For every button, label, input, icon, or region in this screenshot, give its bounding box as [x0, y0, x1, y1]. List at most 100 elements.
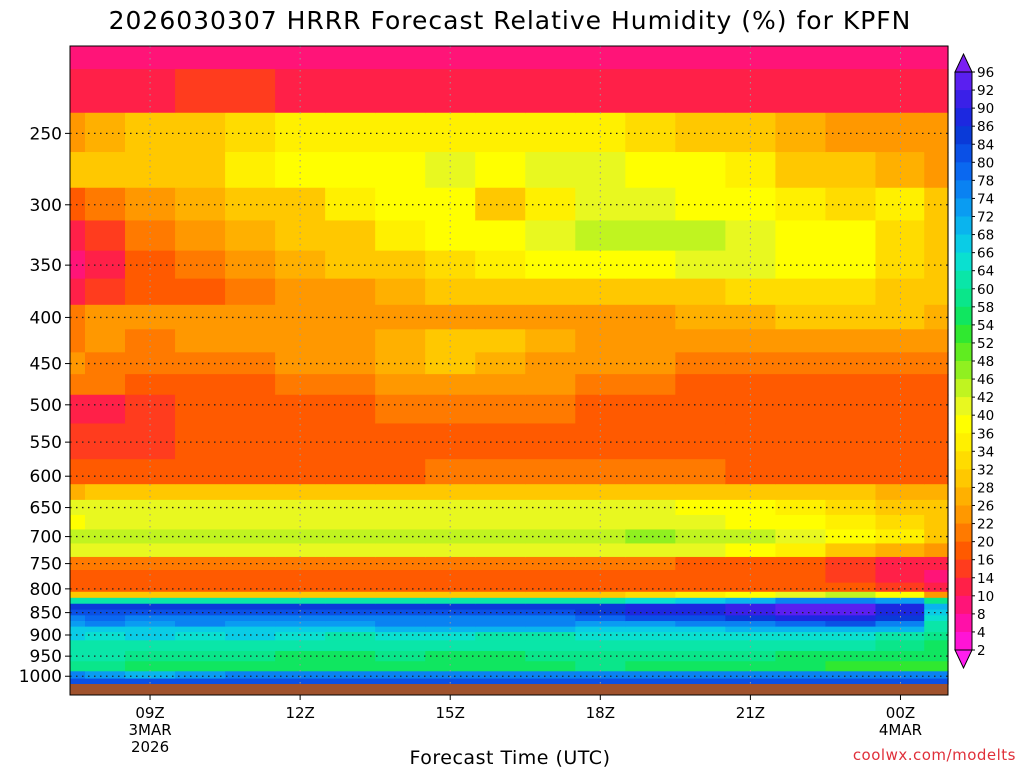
heatmap-cell	[725, 650, 776, 662]
heatmap-cell	[375, 640, 426, 652]
colorbar-label: 66	[977, 246, 994, 262]
heatmap-cell	[924, 394, 949, 425]
heatmap-cell	[325, 603, 376, 611]
heatmap-cell	[175, 640, 226, 652]
heatmap-cell	[175, 46, 226, 70]
heatmap-cell	[85, 678, 126, 685]
heatmap-cell	[825, 621, 877, 628]
heatmap-cell	[775, 671, 827, 680]
heatmap-cell	[625, 650, 676, 662]
heatmap-cell	[85, 609, 126, 616]
heatmap-cell	[825, 484, 877, 501]
heatmap-cell	[575, 459, 626, 485]
heatmap-cell	[325, 152, 376, 189]
heatmap-cell	[275, 609, 326, 616]
heatmap-cell	[375, 112, 426, 153]
heatmap-cell	[325, 112, 376, 153]
heatmap-cell	[225, 152, 276, 189]
colorbar-label: 58	[977, 300, 994, 316]
heatmap-cell	[575, 152, 626, 189]
heatmap-cell	[625, 609, 676, 616]
heatmap-cell	[475, 678, 526, 685]
heatmap-cell	[875, 591, 925, 599]
heatmap-cell	[875, 650, 925, 662]
heatmap-cell	[625, 374, 676, 396]
heatmap-cell	[725, 626, 776, 633]
heatmap-cell	[325, 46, 376, 70]
heatmap-cell	[475, 423, 526, 460]
heatmap-cell	[325, 597, 376, 605]
heatmap-cell	[875, 582, 925, 593]
heatmap-cell	[525, 570, 576, 584]
heatmap-cell	[325, 220, 376, 252]
colorbar-label: 20	[977, 535, 994, 551]
heatmap-cell	[275, 603, 326, 611]
heatmap-cell	[85, 394, 126, 425]
heatmap-cell	[625, 640, 676, 652]
heatmap-cell	[375, 632, 426, 641]
x-tick-label: 12Z	[285, 704, 314, 722]
heatmap-cell	[924, 640, 949, 652]
heatmap-cell	[125, 661, 176, 672]
heatmap-cell	[175, 678, 226, 685]
heatmap-cell	[325, 484, 376, 501]
heatmap-cell	[175, 543, 226, 558]
heatmap-cell	[375, 220, 426, 252]
heatmap-cell	[825, 632, 877, 641]
heatmap-cell	[125, 582, 176, 593]
heatmap-cell	[875, 671, 925, 680]
colorbar-swatch	[955, 451, 972, 470]
heatmap-cell	[475, 46, 526, 70]
colorbar-label: 48	[977, 354, 994, 370]
heatmap-cell	[175, 250, 226, 280]
heatmap-cell	[475, 603, 526, 611]
heatmap-cell	[85, 597, 126, 605]
heatmap-cell	[85, 459, 126, 485]
heatmap-cell	[275, 570, 326, 584]
heatmap-cell	[475, 152, 526, 189]
heatmap-cell	[325, 661, 376, 672]
heatmap-cell	[625, 621, 676, 628]
heatmap-cell	[425, 678, 476, 685]
heatmap-cell	[725, 570, 776, 584]
heatmap-cell	[425, 459, 476, 485]
heatmap-cell	[525, 152, 576, 189]
x-axis-label: Forecast Time (UTC)	[410, 747, 611, 768]
heatmap-cell	[85, 304, 126, 330]
heatmap-cell	[85, 112, 126, 153]
heatmap-cell	[825, 582, 877, 593]
heatmap-cell	[225, 661, 276, 672]
chart-title: 2026030307 HRRR Forecast Relative Humidi…	[109, 6, 912, 35]
heatmap-cell	[70, 329, 86, 353]
heatmap-cell	[175, 621, 226, 628]
colorbar-swatch	[955, 342, 972, 362]
heatmap-cell	[525, 374, 576, 396]
heatmap-cell	[325, 304, 376, 330]
heatmap-cell	[275, 621, 326, 628]
heatmap-cell	[85, 603, 126, 611]
heatmap-cell	[375, 329, 426, 353]
heatmap-cell	[325, 394, 376, 425]
heatmap-cell	[175, 661, 226, 672]
heatmap-cell	[225, 459, 276, 485]
heatmap-cell	[875, 621, 925, 628]
heatmap-cell	[225, 46, 276, 70]
heatmap-cell	[924, 152, 949, 189]
heatmap-cell	[625, 278, 676, 306]
heatmap-cell	[625, 529, 676, 545]
heatmap-cell	[775, 374, 827, 396]
heatmap-cell	[70, 423, 86, 460]
heatmap-cell	[425, 220, 476, 252]
heatmap-cell	[775, 678, 827, 685]
heatmap-cell	[275, 514, 326, 531]
heatmap-cell	[225, 640, 276, 652]
y-tick-label: 850	[30, 604, 62, 624]
heatmap-cell	[275, 459, 326, 485]
heatmap-cell	[625, 556, 676, 571]
heatmap-cell	[325, 678, 376, 685]
heatmap-cell	[675, 591, 726, 599]
heatmap-cell	[625, 543, 676, 558]
heatmap-cell	[775, 152, 827, 189]
heatmap-cell	[175, 615, 226, 622]
colorbar-label: 74	[977, 191, 994, 207]
